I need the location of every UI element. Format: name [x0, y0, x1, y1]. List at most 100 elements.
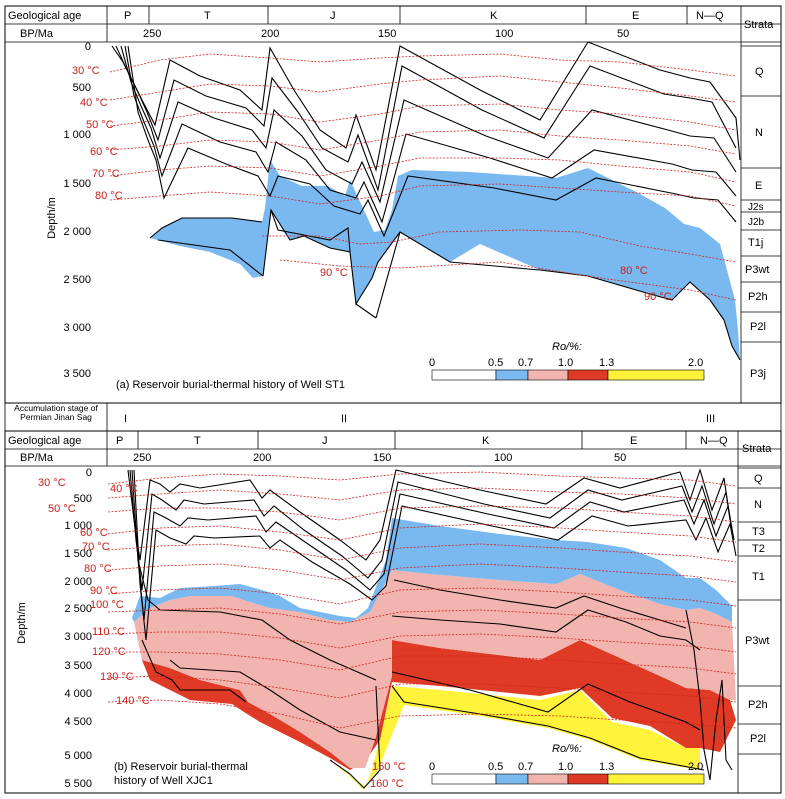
panel-a-maturity-fills: [150, 160, 740, 360]
panel-b-caption-1: (b) Reservoir burial-thermal: [114, 761, 248, 773]
depth-b-5500: 5 500: [64, 778, 92, 790]
temp-b-50: 50 °C: [48, 503, 76, 515]
panel-b-legend: Ro/%: 0 0.5 0.7 1.0 1.3 2.0 (b) Reservoi…: [114, 743, 705, 787]
legend-b-tick-05: 0.5: [488, 761, 503, 773]
stage-iii: III: [706, 413, 715, 425]
geo-age-label-b: Geological age: [8, 435, 81, 447]
strata-b-t3: T3: [752, 526, 765, 538]
legend-b-title: Ro/%:: [552, 743, 582, 755]
tick-150-b: 150: [373, 452, 391, 464]
panel-b-isotherms: [107, 471, 737, 729]
strata-label-b: Strata: [742, 443, 772, 455]
panel-b-blue-zone: [132, 518, 732, 622]
legend-title: Ro/%:: [552, 341, 582, 353]
depth-b-500: 500: [74, 493, 92, 505]
panel-b-yellow-zone: [330, 686, 700, 790]
depth-500: 500: [73, 82, 91, 94]
legend-tick-13: 1.3: [599, 357, 614, 369]
temp-80-right: 80 °C: [620, 265, 648, 277]
depth-3500: 3 500: [63, 368, 91, 380]
panel-b-strata: Q N T3 T2 T1 P3wt P2h P2l: [738, 467, 781, 755]
temp-b-90: 90 °C: [90, 585, 118, 597]
temp-b-40: 40 °C: [110, 483, 138, 495]
temp-b-160: 160 °C: [370, 778, 404, 790]
temp-b-150: 150 °C: [372, 761, 406, 773]
strata-e: E: [755, 180, 762, 192]
depth-b-5000: 5 000: [64, 750, 92, 762]
legend-tick-05: 0.5: [488, 357, 503, 369]
panel-a-isotherms: [109, 53, 737, 301]
panel-b-caption-2: history of Well XJC1: [114, 775, 213, 787]
temp-90-mid: 90 °C: [320, 267, 348, 279]
panel-b-red-zone: [142, 640, 736, 770]
depth-b-4000: 4 000: [64, 688, 92, 700]
temp-30: 30 °C: [72, 65, 100, 77]
strata-b-p2l: P2l: [750, 733, 766, 745]
tick-250: 250: [143, 28, 161, 40]
temp-b-70: 70 °C: [82, 541, 110, 553]
panel-a-legend: Ro/%: 0 0.5 0.7 1.0 1.3 2.0 (a) Reservoi…: [116, 341, 705, 391]
legend-b-tick-07: 0.7: [518, 761, 533, 773]
depth-b-4500: 4 500: [64, 716, 92, 728]
legend-tick-10: 1.0: [558, 357, 573, 369]
tick-150: 150: [378, 28, 396, 40]
period-k: K: [490, 10, 498, 22]
legend-b-tick-20: 2.0: [688, 761, 703, 773]
strata-q: Q: [755, 66, 764, 78]
tick-50: 50: [617, 28, 629, 40]
strata-p3wt: P3wt: [745, 264, 769, 276]
panel-b-depth-axis: 0 500 1 000 1 500 2 000 2 500 3 000 3 50…: [16, 467, 92, 790]
panel-b-burial-lines: [127, 468, 737, 789]
strata-b-n: N: [754, 499, 762, 511]
panel-b-pink-zone: [134, 570, 736, 768]
depth-b-3500: 3 500: [64, 660, 92, 672]
temp-70: 70 °C: [92, 168, 120, 180]
depth-b-3000: 3 000: [64, 631, 92, 643]
legend-tick-20: 2.0: [688, 357, 703, 369]
depth-b-0: 0: [86, 467, 92, 479]
temp-80: 80 °C: [95, 190, 123, 202]
period-j-b: J: [322, 435, 328, 447]
depth-b-2500: 2 500: [64, 603, 92, 615]
period-p-b: P: [116, 435, 123, 447]
temp-50: 50 °C: [86, 119, 114, 131]
strata-b-p3wt: P3wt: [745, 635, 769, 647]
strata-label: Strata: [744, 19, 774, 31]
period-e-b: E: [630, 435, 637, 447]
stage-i: I: [124, 413, 127, 425]
legend-b-tick-10: 1.0: [558, 761, 573, 773]
period-k-b: K: [482, 435, 490, 447]
panel-a-burial-lines: [111, 41, 741, 361]
strata-p3j: P3j: [750, 368, 766, 380]
period-p: P: [124, 10, 131, 22]
temp-b-60: 60 °C: [80, 527, 108, 539]
depth-b-2000: 2 000: [64, 576, 92, 588]
tick-100-b: 100: [494, 452, 512, 464]
stage-row-label: Accumulation stage of Permian Jinan Sag: [14, 404, 98, 422]
temp-90-right: 90 °C: [644, 291, 672, 303]
panel-a-caption: (a) Reservoir burial-thermal history of …: [116, 379, 345, 391]
panel-a-depth-axis: 0 500 1 000 1 500 2 000 2 500 3 000 3 50…: [46, 41, 91, 380]
strata-b-q: Q: [754, 473, 763, 485]
temp-b-110: 110 °C: [92, 626, 125, 638]
depth-0: 0: [85, 41, 91, 53]
temp-40: 40 °C: [80, 97, 108, 109]
depth-2000: 2 000: [63, 226, 91, 238]
tick-50-b: 50: [614, 452, 626, 464]
y-axis-label-b: Depth/m: [16, 602, 28, 644]
period-t: T: [204, 10, 211, 22]
temp-b-100: 100 °C: [90, 599, 124, 611]
stage-row: Accumulation stage of Permian Jinan Sag …: [4, 402, 782, 432]
legend-tick-07: 0.7: [518, 357, 533, 369]
period-nq: N—Q: [696, 10, 724, 22]
temp-b-80: 80 °C: [84, 563, 112, 575]
depth-1000: 1 000: [63, 129, 91, 141]
depth-b-1500: 1 500: [64, 548, 92, 560]
legend-tick-0: 0: [429, 357, 435, 369]
stage-ii: II: [341, 413, 347, 425]
panel-a-strata: Q N E J2s J2b T1j P3wt P2h P2l P3j: [741, 45, 781, 380]
temp-b-140: 140 °C: [116, 695, 150, 707]
strata-b-t1: T1: [752, 571, 765, 583]
depth-3000: 3 000: [63, 322, 91, 334]
